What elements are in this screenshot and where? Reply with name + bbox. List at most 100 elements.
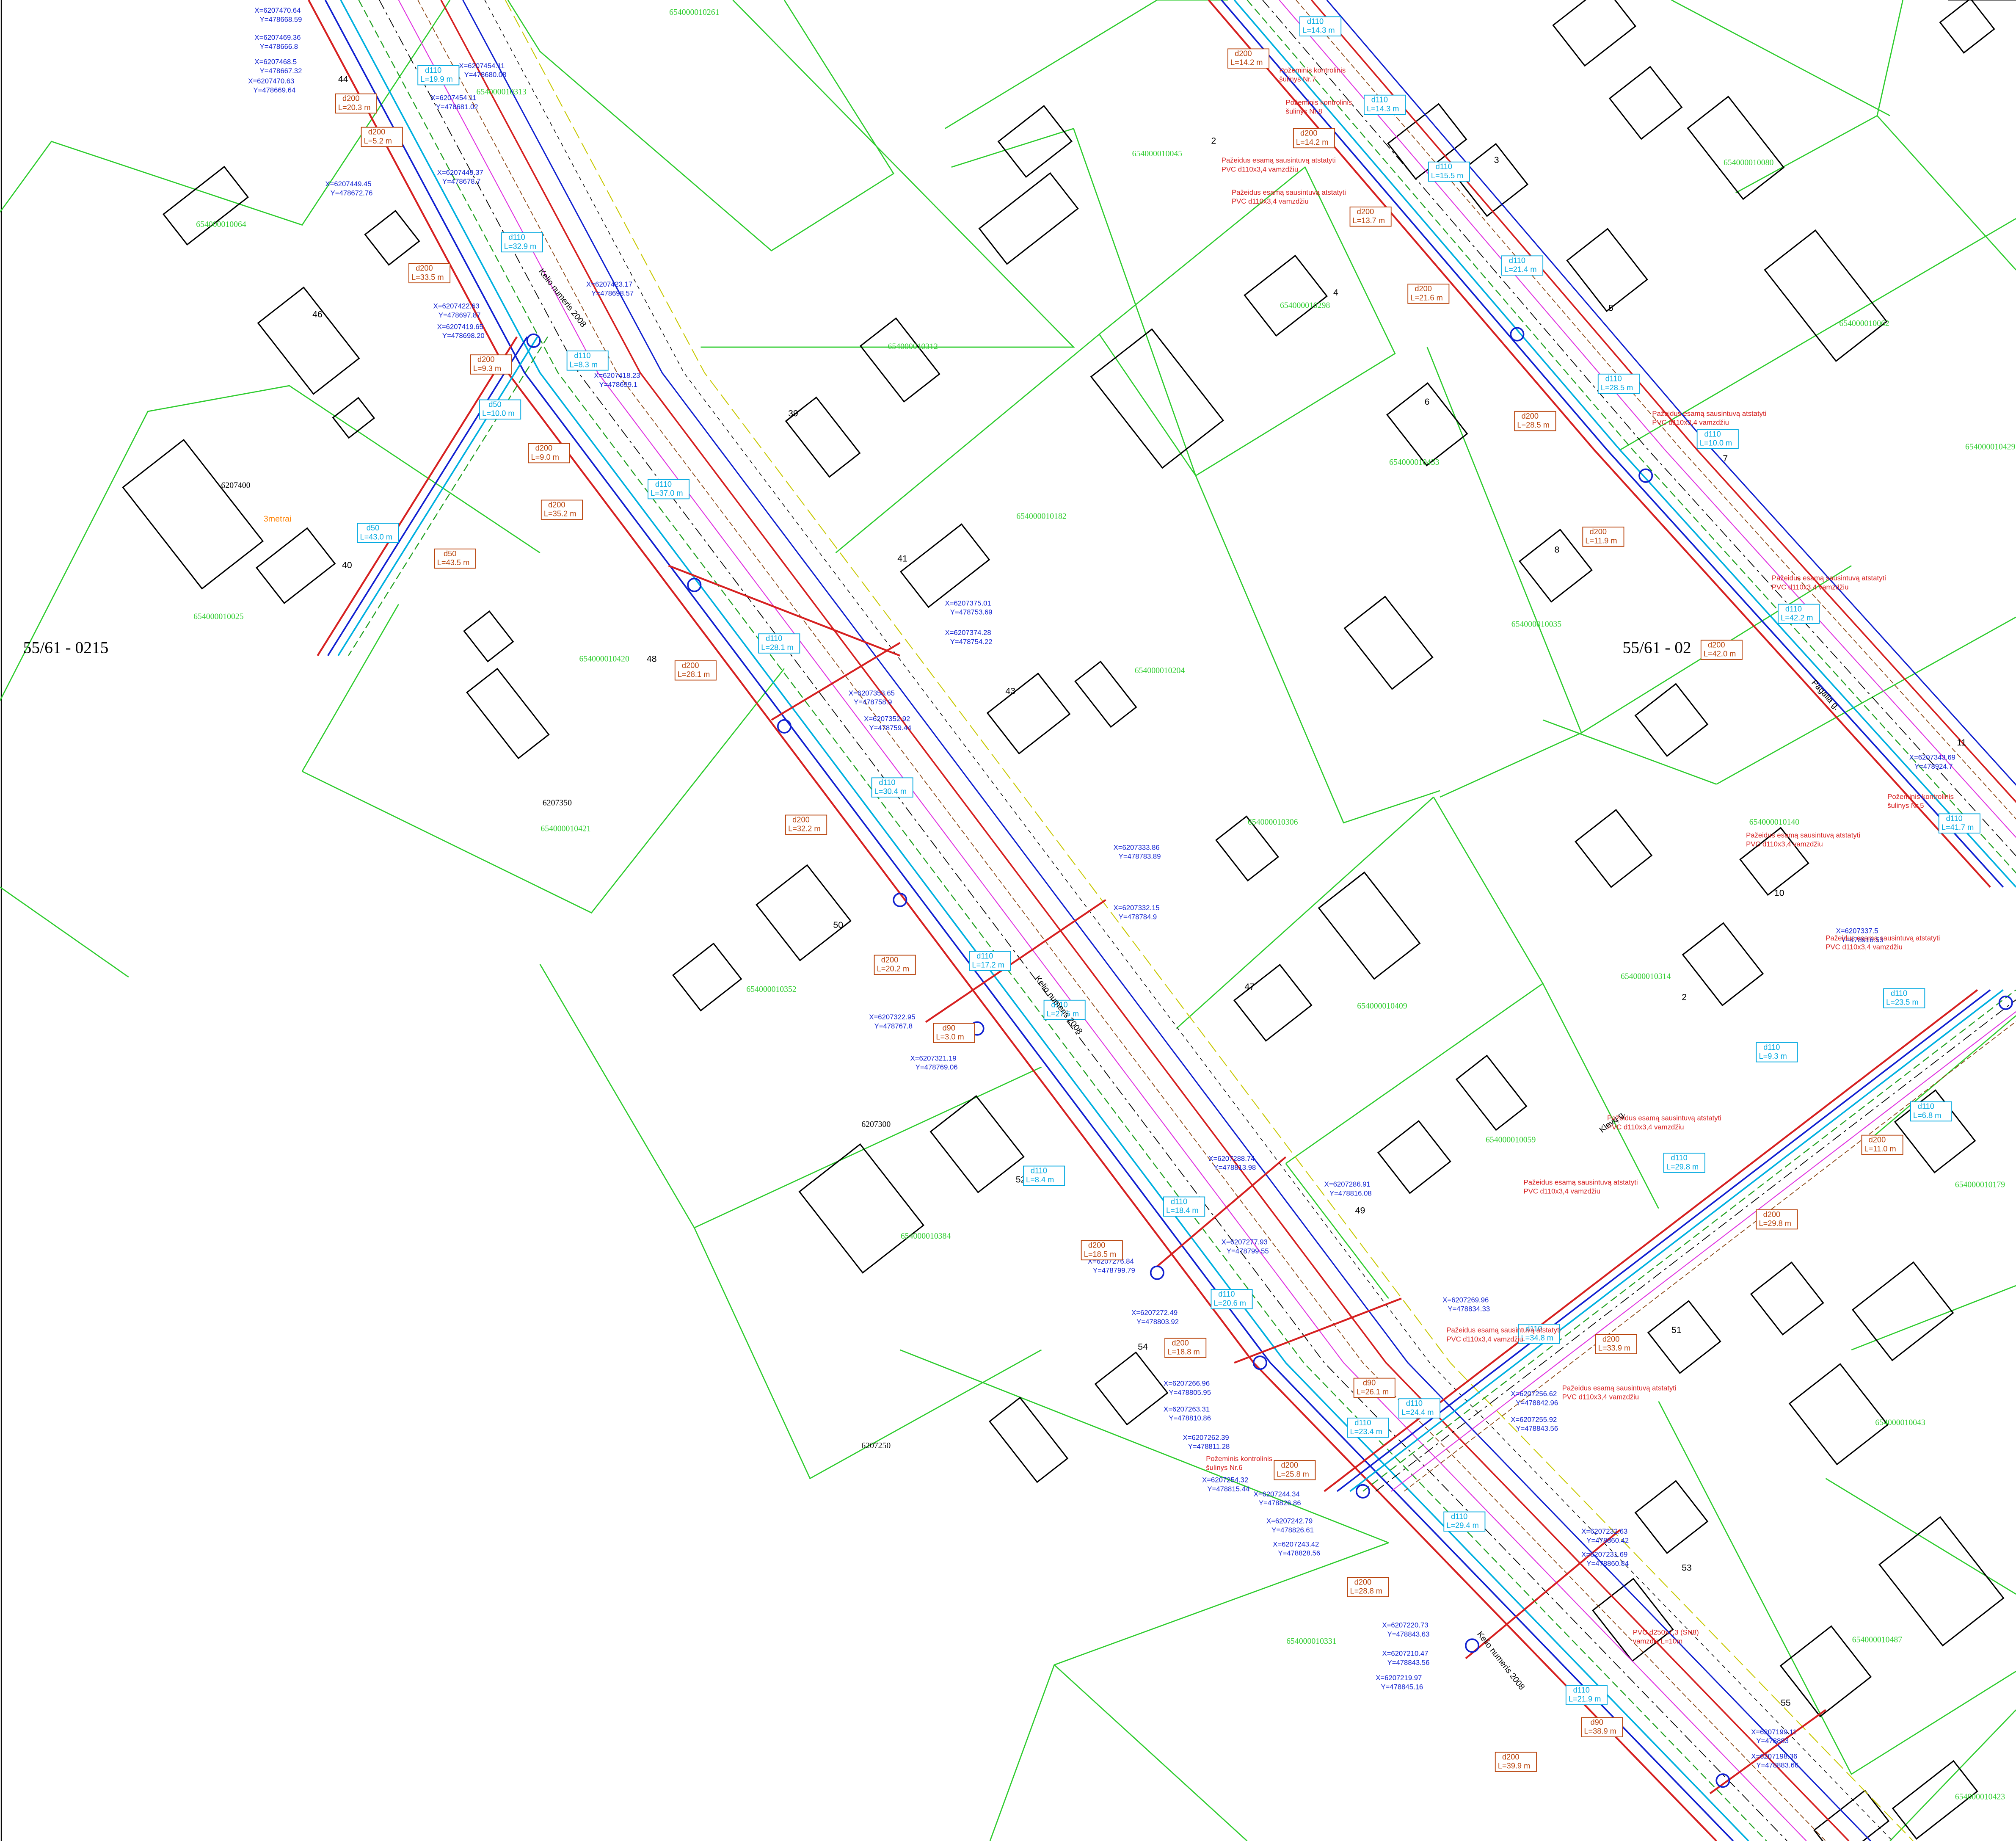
building [986, 672, 1071, 755]
drain-pipe-box [1514, 411, 1556, 431]
building [859, 317, 940, 403]
parcel-boundary [700, 0, 1075, 348]
parcel-number: 654000010423 [1955, 1792, 2005, 1801]
parcel-boundary [951, 127, 1197, 476]
parcel-boundary [1619, 218, 2016, 451]
service-connection [668, 565, 901, 657]
utility-line [327, 336, 528, 656]
drain-pipe-diameter: d200 [1281, 1461, 1298, 1469]
coordinate-y: Y=478769.06 [916, 1063, 958, 1071]
drain-pipe-box [1081, 1240, 1123, 1261]
water-pipe-box [1756, 1042, 1798, 1063]
manhole [1715, 1773, 1730, 1788]
building [1519, 528, 1593, 603]
house-number: 41 [897, 554, 907, 564]
house-number: 55 [1781, 1698, 1791, 1708]
drain-pipe-length: L=14.2 m [1230, 58, 1263, 67]
parcel-boundary [944, 0, 1158, 129]
manhole [893, 892, 907, 907]
building [1779, 1625, 1872, 1717]
manhole [1355, 1484, 1370, 1499]
note-text: Pažeidus esamą sausintuvą atstatyti [1446, 1326, 1561, 1334]
note-text: PVC d110x3,4 vamzdžiu [1232, 197, 1309, 205]
parcel-number: 654000010298 [1280, 301, 1330, 310]
drain-pipe-box [1495, 1752, 1537, 1772]
parcel-number: 654000010420 [579, 654, 629, 664]
water-pipe-diameter: d50 [488, 400, 501, 408]
water-pipe-box [1443, 1511, 1486, 1532]
drain-pipe-length: L=28.5 m [1517, 421, 1549, 429]
parcel-number: 654000010035 [1511, 620, 1562, 629]
coordinate-x: X=6207333.86 [1114, 843, 1160, 851]
water-pipe-diameter: d110 [1436, 163, 1452, 171]
drain-pipe-box [528, 443, 570, 464]
coordinate-x: X=6207198.36 [1751, 1752, 1797, 1760]
drain-pipe-length: L=11.0 m [1864, 1145, 1896, 1153]
service-connection [925, 899, 1106, 1023]
coordinate-y: Y=478924.7 [1914, 762, 1953, 770]
coordinate-x: X=6207277.93 [1222, 1238, 1268, 1246]
drain-pipe-length: L=33.9 m [1598, 1344, 1630, 1352]
coordinate-y: Y=478834.33 [1448, 1305, 1490, 1313]
grid-coordinate: 6207350 [543, 798, 572, 808]
coordinate-x: X=6207343.69 [1909, 754, 1955, 762]
building [1094, 1351, 1169, 1426]
manhole [687, 577, 702, 592]
parcel-boundary [1176, 796, 1434, 1029]
parcel-boundary [1285, 1163, 1389, 1299]
note-text: šulinys Nr.7 [1279, 75, 1316, 83]
utility-line [1233, 0, 2016, 888]
house-number: 39 [788, 408, 798, 419]
parcel-number: 654000010182 [1016, 511, 1066, 521]
drain-pipe-length: L=18.5 m [1084, 1250, 1116, 1259]
drain-pipe-diameter: d200 [535, 444, 553, 453]
house-number: 5 [1608, 303, 1613, 313]
building [1939, 0, 1995, 54]
water-pipe-length: L=28.1 m [761, 643, 793, 651]
note-text: šulinys Nr.5 [1887, 802, 1924, 810]
drain-pipe-length: L=20.3 m [338, 103, 370, 112]
coordinate-x: X=6207243.42 [1273, 1540, 1319, 1548]
water-pipe-box [1211, 1289, 1253, 1309]
drain-pipe-length: L=35.2 m [544, 510, 576, 518]
water-pipe-length: L=43.0 m [360, 533, 392, 541]
drain-pipe-length: L=26.1 m [1357, 1388, 1389, 1396]
house-number: 40 [342, 560, 352, 570]
building [1343, 596, 1434, 690]
drain-pipe-box [1407, 284, 1450, 304]
building [1552, 0, 1637, 67]
grid-coordinate: 6207250 [861, 1441, 891, 1450]
drain-pipe-diameter: d200 [792, 815, 810, 824]
manhole [1465, 1638, 1480, 1653]
water-pipe-diameter: d110 [1371, 96, 1388, 104]
coordinate-x: X=6207263.31 [1164, 1405, 1210, 1413]
water-pipe-box [1883, 988, 1925, 1008]
parcel-boundary [0, 385, 541, 701]
coordinate-x: X=6207419.65 [437, 323, 483, 331]
note-text: Pažeidus esamą sausintuvą atstatyti [1222, 156, 1336, 164]
utility-line [1279, 0, 2016, 838]
note-text: Pažeidus esamą sausintuvą atstatyti [1772, 574, 1886, 582]
manhole [777, 719, 792, 734]
building [163, 166, 249, 246]
note-text: Požeminis kontrolinis [1206, 1455, 1272, 1463]
utility-line [379, 0, 1787, 1841]
coordinate-y: Y=478860.42 [1586, 1536, 1629, 1544]
water-pipe-length: L=17.2 m [972, 961, 1004, 969]
note-text: PVC d110x3,4 vamzdžiu [1524, 1187, 1601, 1195]
grid-coordinate: 6207400 [221, 481, 250, 490]
coordinate-y: Y=478698.20 [442, 332, 485, 340]
drain-pipe-box [674, 660, 717, 681]
building [257, 286, 360, 395]
water-pipe-box [1518, 1324, 1560, 1344]
manhole [1638, 468, 1653, 483]
drain-pipe-length: L=29.8 m [1759, 1219, 1791, 1228]
drain-pipe-box [1293, 128, 1335, 149]
utility-line [462, 0, 1871, 1841]
water-pipe-box [758, 633, 800, 654]
water-pipe-diameter: d110 [1307, 17, 1324, 25]
water-pipe-length: L=8.4 m [1026, 1176, 1054, 1184]
coordinate-x: X=6207449.45 [325, 180, 372, 188]
note-text: PVC d250x7,3 (SN8) [1633, 1628, 1699, 1636]
note-text: PVC d110x3,4 vamzdžiu [1607, 1123, 1684, 1131]
